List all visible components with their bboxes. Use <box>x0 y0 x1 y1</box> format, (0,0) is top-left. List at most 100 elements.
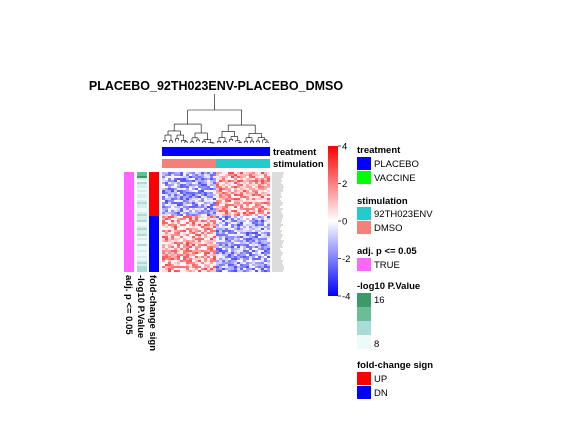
heatmap-cell <box>204 238 208 241</box>
heatmap-cell <box>204 174 208 177</box>
heatmap-cell <box>243 212 247 215</box>
heatmap-cell <box>243 242 247 245</box>
heatmap-cell <box>225 196 229 199</box>
heatmap-cell <box>189 246 193 249</box>
heatmap-cell <box>258 226 262 229</box>
heatmap-cell <box>243 180 247 183</box>
heatmap-cell <box>168 200 172 203</box>
heatmap-cell <box>225 254 229 257</box>
heatmap-cell <box>222 206 226 209</box>
heatmap-cell <box>165 246 169 249</box>
heatmap-cell <box>162 228 166 231</box>
heatmap-cell <box>222 242 226 245</box>
heatmap-cell <box>204 200 208 203</box>
heatmap-cell <box>246 172 250 175</box>
heatmap-cell <box>210 190 214 193</box>
heatmap-cell <box>228 184 232 187</box>
heatmap-cell <box>267 268 271 271</box>
heatmap-cell <box>267 200 271 203</box>
heatmap-cell <box>246 218 250 221</box>
heatmap-cell <box>225 188 229 191</box>
heatmap-cell <box>246 180 250 183</box>
heatmap-cell <box>267 254 271 257</box>
heatmap-cell <box>246 204 250 207</box>
heatmap-cell <box>240 254 244 257</box>
pvalue-annotation-cell <box>137 232 147 235</box>
heatmap-cell <box>264 224 268 227</box>
heatmap-cell <box>264 270 268 273</box>
heatmap-cell <box>180 200 184 203</box>
legend-title: stimulation <box>357 196 408 207</box>
heatmap-cell <box>189 264 193 267</box>
pvalue-annotation-cell <box>137 244 147 247</box>
heatmap-cell <box>177 174 181 177</box>
pvalue-annotation-cell <box>137 194 147 197</box>
heatmap-cell <box>264 208 268 211</box>
heatmap-cell <box>201 174 205 177</box>
heatmap-cell <box>174 174 178 177</box>
heatmap-cell <box>207 204 211 207</box>
heatmap-cell <box>243 178 247 181</box>
pvalue-annotation-cell <box>137 180 147 183</box>
heatmap-cell <box>267 188 271 191</box>
heatmap-cell <box>201 192 205 195</box>
heatmap-cell <box>162 194 166 197</box>
heatmap-cell <box>219 246 223 249</box>
heatmap-cell <box>252 256 256 259</box>
legend-swatch <box>357 207 371 220</box>
heatmap-cell <box>240 246 244 249</box>
heatmap-cell <box>252 196 256 199</box>
heatmap-cell <box>216 204 220 207</box>
heatmap-cell <box>210 218 214 221</box>
heatmap-cell <box>168 174 172 177</box>
heatmap-cell <box>213 244 217 247</box>
heatmap-cell <box>219 232 223 235</box>
pvalue-annotation-cell <box>137 182 147 185</box>
heatmap-cell <box>171 250 175 253</box>
heatmap-cell <box>213 192 217 195</box>
heatmap-cell <box>225 198 229 201</box>
row-label <box>272 262 282 264</box>
heatmap-cell <box>210 178 214 181</box>
heatmap-cell <box>162 248 166 251</box>
heatmap-cell <box>198 196 202 199</box>
heatmap-cell <box>180 218 184 221</box>
heatmap-cell <box>195 184 199 187</box>
heatmap-cell <box>183 206 187 209</box>
heatmap-cell <box>243 186 247 189</box>
heatmap-cell <box>264 210 268 213</box>
heatmap-cell <box>261 204 265 207</box>
heatmap-cell <box>177 200 181 203</box>
heatmap-cell <box>177 240 181 243</box>
heatmap-cell <box>243 176 247 179</box>
heatmap-cell <box>210 264 214 267</box>
heatmap-cell <box>249 244 253 247</box>
heatmap-cell <box>198 200 202 203</box>
heatmap-cell <box>249 254 253 257</box>
heatmap-cell <box>174 232 178 235</box>
heatmap-cell <box>252 212 256 215</box>
heatmap-cell <box>192 266 196 269</box>
heatmap-cell <box>267 186 271 189</box>
heatmap-cell <box>198 264 202 267</box>
row-label <box>272 246 283 248</box>
heatmap-cell <box>168 266 172 269</box>
heatmap-cell <box>162 176 166 179</box>
heatmap-cell <box>186 242 190 245</box>
heatmap-cell <box>186 252 190 255</box>
pvalue-annotation-cell <box>137 234 147 237</box>
heatmap-cell <box>180 212 184 215</box>
heatmap-cell <box>189 230 193 233</box>
pvalue-legend-swatch <box>357 321 371 335</box>
heatmap-cell <box>222 228 226 231</box>
heatmap-cell <box>228 206 232 209</box>
heatmap-cell <box>225 192 229 195</box>
heatmap-cell <box>198 248 202 251</box>
heatmap-cell <box>189 226 193 229</box>
color-scale-tick-label: 0 <box>342 217 347 228</box>
heatmap-cell <box>195 192 199 195</box>
heatmap-cell <box>234 214 238 217</box>
heatmap-cell <box>207 270 211 273</box>
heatmap-cell <box>162 234 166 237</box>
heatmap-cell <box>225 244 229 247</box>
